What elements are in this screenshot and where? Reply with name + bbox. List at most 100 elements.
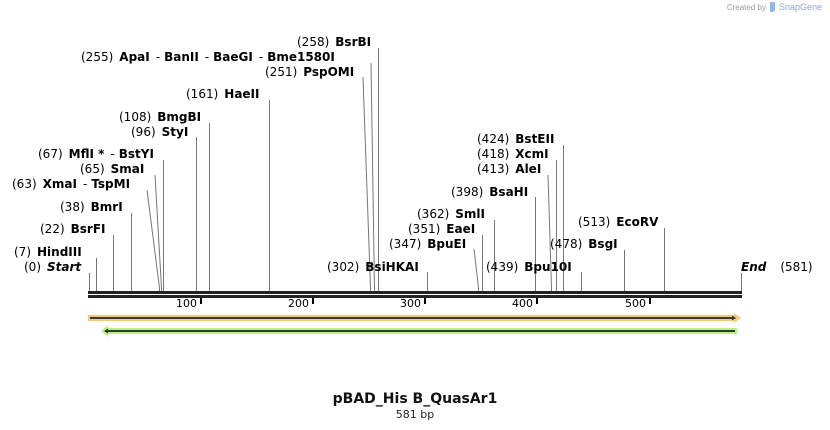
start-text: Start [47, 260, 82, 274]
site-bsrfi[interactable]: (22) BsrFI [40, 222, 106, 236]
tick-label-100: 100 [176, 297, 197, 310]
start-label: (0) Start [24, 260, 81, 274]
site-pos: (108) [119, 110, 152, 124]
enzyme-name[interactable]: Bpu10I [524, 260, 572, 274]
enzyme-name[interactable]: BstEII [515, 132, 555, 146]
enzyme-name[interactable]: Bme1580I [267, 50, 335, 64]
site-xmai-tspmi[interactable]: (63) XmaI - TspMI [12, 177, 130, 191]
site-hindiii[interactable]: (7) HindIII [14, 245, 82, 259]
site-bpuei[interactable]: (347) BpuEI [389, 237, 466, 251]
tick-label-300: 300 [400, 297, 421, 310]
enzyme-name[interactable]: BmrI [90, 200, 123, 214]
enzyme-name[interactable]: ApaI [119, 50, 150, 64]
tick-label-500: 500 [625, 297, 646, 310]
cutline-smai[interactable] [154, 174, 162, 289]
site-bsihkai[interactable]: (302) BsiHKAI [327, 260, 419, 274]
site-mfli-bstyi[interactable]: (67) MflI * - BstYI [38, 147, 154, 161]
site-styi[interactable]: (96) StyI [131, 125, 188, 139]
site-apai-group[interactable]: (255) ApaI - BanII - BaeGI - Bme1580I [81, 50, 335, 64]
enzyme-name[interactable]: PspOMI [303, 65, 355, 79]
cutline-apai[interactable] [370, 62, 375, 289]
site-pos: (161) [186, 87, 219, 101]
backbone-bottom-strand[interactable] [88, 295, 742, 298]
site-bsteii[interactable]: (424) BstEII [477, 132, 554, 146]
site-pos: (413) [477, 162, 510, 176]
separator: - [155, 50, 161, 64]
site-bsgi[interactable]: (478) BsgI [550, 237, 618, 251]
site-pspomi[interactable]: (251) PspOMI [265, 65, 354, 79]
site-xcmi[interactable]: (418) XcmI [477, 147, 549, 161]
ruler-ticks [200, 298, 651, 304]
forward-feature[interactable] [88, 313, 741, 323]
site-eaei[interactable]: (351) EaeI [408, 222, 475, 236]
enzyme-name[interactable]: EaeI [446, 222, 476, 236]
site-haeii[interactable]: (161) HaeII [186, 87, 260, 101]
separator: - [82, 177, 88, 191]
end-label: End (581) [741, 260, 813, 274]
snapgene-logo-icon [769, 2, 775, 12]
enzyme-name[interactable]: BpuEI [427, 237, 467, 251]
cutline-xmai[interactable] [146, 189, 160, 289]
map-title: pBAD_His B_QuasAr1 [332, 391, 498, 407]
site-ecorv[interactable]: (513) EcoRV [578, 215, 658, 229]
enzyme-name[interactable]: AleI [515, 162, 542, 176]
enzyme-name[interactable]: BsrBI [335, 35, 372, 49]
enzyme-name[interactable]: StyI [161, 125, 189, 139]
site-pos: (96) [131, 125, 156, 139]
enzyme-name[interactable]: BstYI [118, 147, 154, 161]
site-pos: (351) [408, 222, 441, 236]
cutline-bpuei[interactable] [473, 248, 479, 289]
cut-site-lines [89, 48, 742, 292]
site-bsrbi[interactable]: (258) BsrBI [297, 35, 371, 49]
site-pos: (258) [297, 35, 330, 49]
enzyme-name[interactable]: XcmI [515, 147, 549, 161]
map-length: 581 bp [395, 408, 435, 421]
site-bmgbi[interactable]: (108) BmgBI [119, 110, 201, 124]
enzyme-name[interactable]: SmlI [455, 207, 486, 221]
separator: - [258, 50, 264, 64]
site-pos: (418) [477, 147, 510, 161]
enzyme-name[interactable]: BsgI [588, 237, 618, 251]
enzyme-name[interactable]: BsiHKAI [365, 260, 419, 274]
reverse-feature[interactable] [101, 325, 737, 337]
site-pos: (63) [12, 177, 37, 191]
enzyme-name[interactable]: BsrFI [70, 222, 106, 236]
site-smli[interactable]: (362) SmlI [417, 207, 485, 221]
enzyme-name[interactable]: EcoRV [616, 215, 659, 229]
end-pos: (581) [780, 260, 813, 274]
cutline-alei[interactable] [547, 174, 552, 289]
site-alei[interactable]: (413) AleI [477, 162, 541, 176]
enzyme-name[interactable]: MflI * [68, 147, 105, 161]
snapgene-credit[interactable]: Created by SnapGene [727, 2, 822, 12]
enzyme-name[interactable]: BaeGI [213, 50, 253, 64]
enzyme-name[interactable]: HaeII [224, 87, 260, 101]
credit-brand: SnapGene [778, 2, 822, 12]
enzyme-name[interactable]: BsaHI [489, 185, 529, 199]
site-pos: (65) [80, 162, 105, 176]
site-pos: (398) [451, 185, 484, 199]
enzyme-name[interactable]: XmaI [42, 177, 77, 191]
site-bpu10i[interactable]: (439) Bpu10I [486, 260, 572, 274]
site-smai[interactable]: (65) SmaI [80, 162, 144, 176]
enzyme-name[interactable]: HindIII [37, 245, 82, 259]
site-pos: (67) [38, 147, 63, 161]
site-pos: (362) [417, 207, 450, 221]
start-pos: (0) [24, 260, 41, 274]
site-pos: (251) [265, 65, 298, 79]
site-pos: (347) [389, 237, 422, 251]
enzyme-name[interactable]: TspMI [91, 177, 131, 191]
site-pos: (22) [40, 222, 65, 236]
site-pos: (7) [14, 245, 31, 259]
backbone-top-strand[interactable] [88, 291, 742, 294]
site-bmri[interactable]: (38) BmrI [60, 200, 123, 214]
cutline-psppomi[interactable] [362, 76, 371, 289]
enzyme-name[interactable]: BmgBI [157, 110, 202, 124]
site-pos: (38) [60, 200, 85, 214]
enzyme-name[interactable]: SmaI [110, 162, 145, 176]
site-bsahi[interactable]: (398) BsaHI [451, 185, 528, 199]
credit-prefix: Created by [726, 2, 766, 12]
enzyme-name[interactable]: BanII [164, 50, 199, 64]
separator: - [204, 50, 210, 64]
